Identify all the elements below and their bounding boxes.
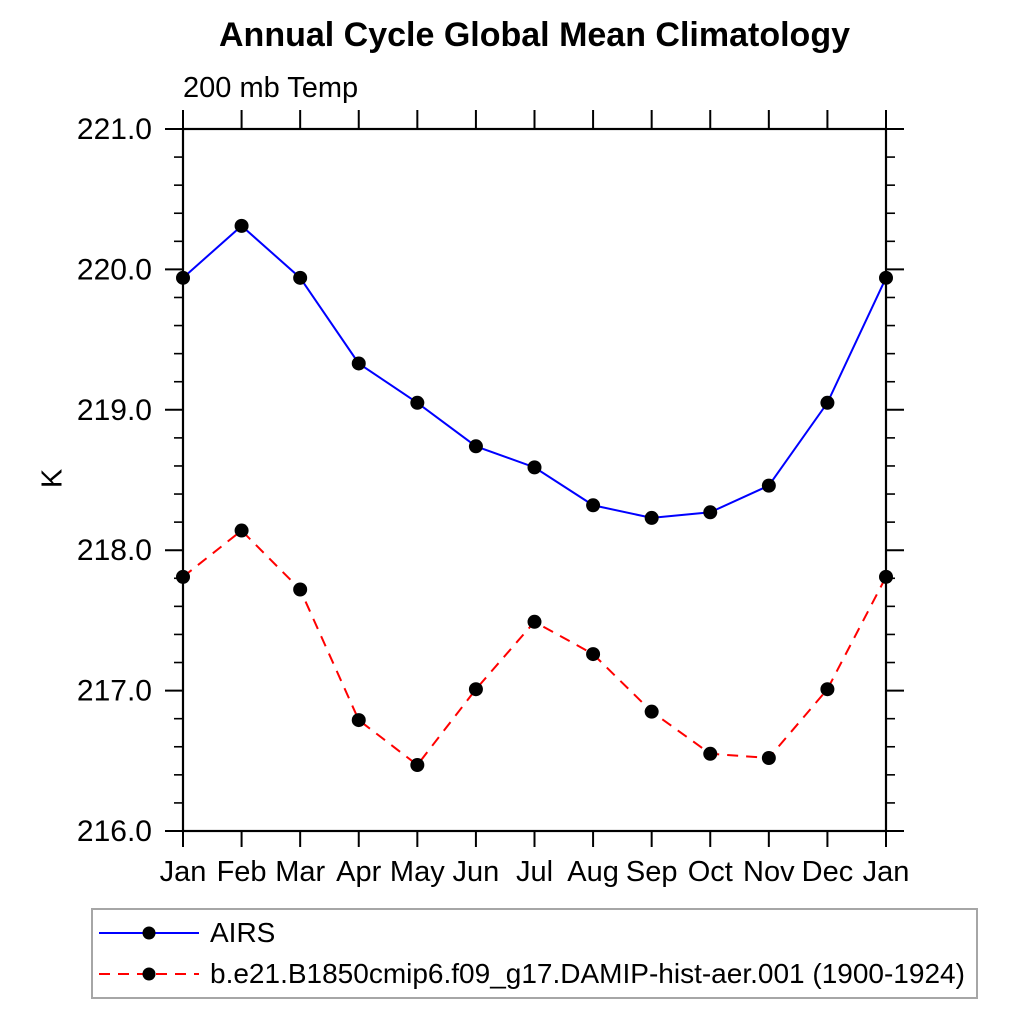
y-tick-label: 220.0 [77, 253, 152, 286]
x-tick-label: Sep [626, 856, 678, 888]
legend-dot [142, 926, 156, 940]
data-point [468, 439, 483, 454]
legend-marker-airs [99, 926, 199, 940]
data-point [176, 270, 190, 285]
legend-marker-model [99, 967, 199, 981]
x-tick-label: Dec [802, 856, 854, 888]
legend-label-model: b.e21.B1850cmip6.f09_g17.DAMIP-hist-aer.… [210, 958, 965, 989]
data-point [410, 758, 425, 773]
data-point [703, 505, 718, 520]
data-point [351, 713, 366, 728]
data-point [410, 395, 425, 410]
data-point [761, 478, 776, 493]
data-point [761, 750, 776, 765]
x-tick-label: Aug [567, 856, 619, 888]
y-tick-label: 219.0 [77, 394, 152, 427]
data-point [644, 704, 659, 719]
data-point [527, 460, 542, 475]
y-tick-label: 217.0 [77, 675, 152, 708]
data-point [586, 647, 601, 662]
data-point [234, 523, 249, 538]
y-tick-label: 216.0 [77, 815, 152, 848]
x-tick-label: Jun [453, 856, 500, 888]
data-point [293, 270, 308, 285]
x-tick-label: Apr [336, 856, 381, 888]
x-tick-label: Nov [743, 856, 795, 888]
legend-item-airs: AIRS [93, 913, 976, 954]
plot-frame [181, 127, 888, 833]
data-point [527, 614, 542, 629]
data-point [703, 746, 718, 761]
data-point [879, 569, 893, 584]
data-point [468, 682, 483, 697]
legend-item-model: b.e21.B1850cmip6.f09_g17.DAMIP-hist-aer.… [93, 954, 976, 995]
x-tick-label: May [390, 856, 445, 888]
data-point [820, 682, 835, 697]
data-point [820, 395, 835, 410]
data-point [351, 356, 366, 371]
chart-subtitle: 200 mb Temp [183, 72, 359, 104]
y-tick-label: 221.0 [77, 113, 152, 146]
legend: AIRS b.e21.B1850cmip6.f09_g17.DAMIP-hist… [91, 908, 978, 999]
x-tick-label: Jul [516, 856, 553, 888]
x-tick-label: Jan [863, 856, 910, 888]
legend-label-airs: AIRS [210, 917, 276, 948]
data-point [234, 218, 249, 233]
data-point [586, 498, 601, 513]
data-point [879, 270, 893, 285]
y-tick-label: 218.0 [77, 534, 152, 567]
data-point [293, 582, 308, 597]
legend-dot [142, 967, 156, 981]
x-tick-label: Oct [688, 856, 733, 888]
x-tick-label: Jan [160, 856, 207, 888]
chart-title: Annual Cycle Global Mean Climatology [219, 16, 850, 54]
data-point [644, 510, 659, 525]
x-tick-label: Mar [275, 856, 325, 888]
x-tick-label: Feb [217, 856, 267, 888]
data-point [176, 569, 190, 584]
series-line-1 [182, 529, 887, 767]
